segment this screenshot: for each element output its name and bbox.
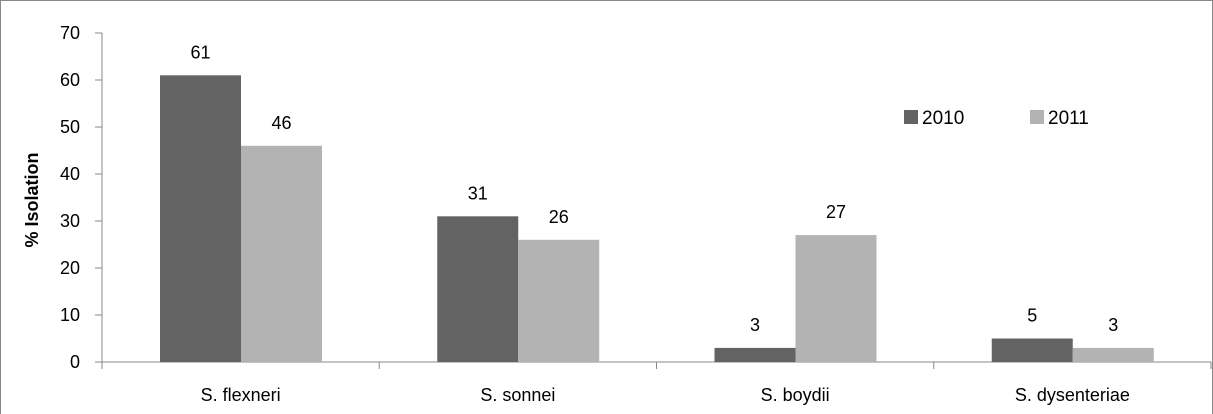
bar-2011-sdysenteriae [1072, 347, 1154, 362]
data-label: 26 [549, 207, 569, 227]
y-tick-label: 50 [60, 117, 80, 137]
data-label: 46 [271, 113, 291, 133]
data-label: 5 [1027, 306, 1037, 326]
legend-swatch-2010 [904, 110, 918, 124]
x-tick-label: S. dysenteriae [1015, 385, 1130, 405]
y-axis: 0 10 20 30 40 50 60 70 [60, 23, 103, 372]
x-axis: S. flexneri S. sonnei S. boydii S. dysenter… [101, 361, 1212, 405]
bar-2010-sdysenteriae [991, 338, 1073, 362]
data-label: 31 [468, 183, 488, 203]
y-tick-label: 30 [60, 211, 80, 231]
bar-2010-sboydii [714, 347, 796, 362]
data-label: 3 [1108, 315, 1118, 335]
data-labels: 61 31 3 5 46 26 27 3 [190, 42, 1118, 335]
y-tick-label: 20 [60, 258, 80, 278]
bar-2011-sflexneri [241, 145, 322, 362]
x-tick-label: S. flexneri [201, 385, 281, 405]
data-label: 27 [826, 202, 846, 222]
data-label: 61 [190, 42, 210, 62]
y-tick-label: 10 [60, 305, 80, 325]
data-label: 3 [750, 315, 760, 335]
y-tick-label: 40 [60, 164, 80, 184]
legend-label-2010: 2010 [922, 108, 964, 129]
bar-2010-ssonnei [437, 216, 519, 362]
x-tick-label: S. sonnei [480, 385, 555, 405]
y-tick-label: 70 [60, 23, 80, 43]
bars [160, 75, 1154, 363]
legend: 2010 2011 [904, 108, 1089, 129]
legend-swatch-2011 [1030, 110, 1044, 124]
bar-2010-sflexneri [160, 75, 241, 363]
bar-2011-sboydii [795, 235, 877, 362]
y-tick-label: 0 [70, 352, 80, 372]
y-axis-label: % Isolation [22, 152, 42, 247]
bar-2011-ssonnei [518, 239, 600, 362]
legend-label-2011: 2011 [1048, 108, 1089, 129]
x-tick-label: S. boydii [761, 385, 830, 405]
y-tick-label: 60 [60, 70, 80, 90]
